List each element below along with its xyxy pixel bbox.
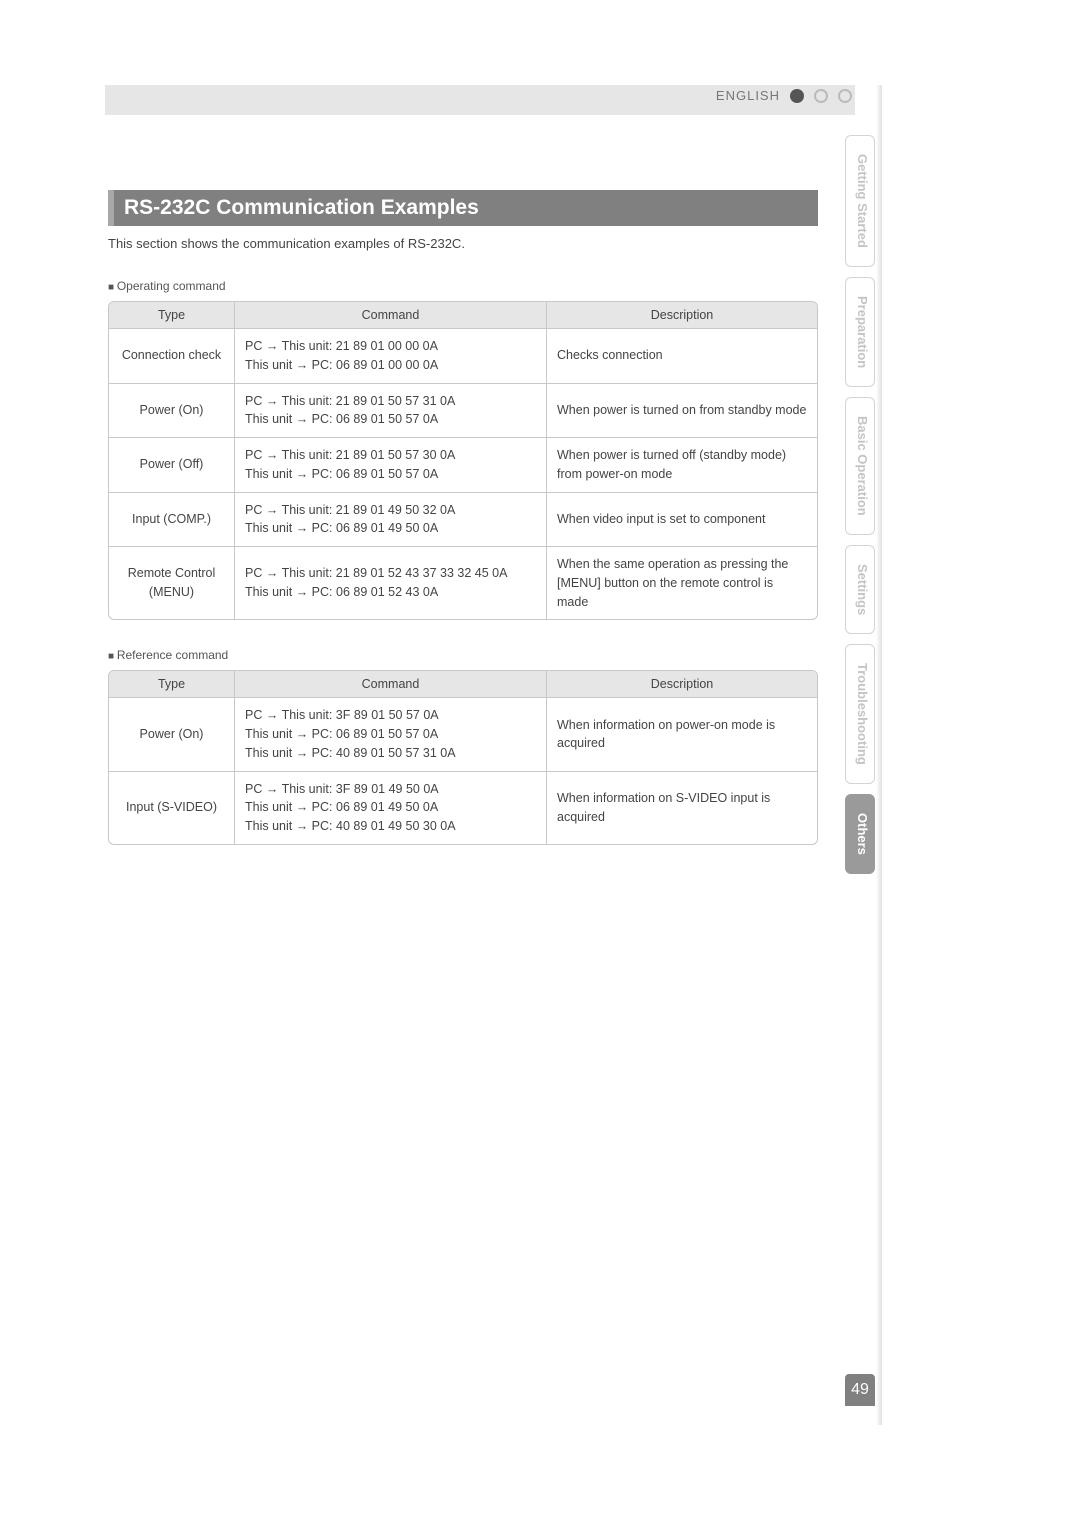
- cmd-line: PC → This unit: 21 89 01 49 50 32 0A: [245, 501, 536, 520]
- tab-getting-started[interactable]: Getting Started: [845, 135, 875, 267]
- cmd-line: This unit → PC: 06 89 01 49 50 0A: [245, 798, 536, 817]
- reference-table: Type Command Description Power (On) PC →…: [108, 670, 818, 845]
- cmd-line: PC → This unit: 21 89 01 50 57 31 0A: [245, 392, 536, 411]
- table-row: Remote Control (MENU) PC → This unit: 21…: [109, 546, 817, 619]
- cmd-line: This unit → PC: 40 89 01 49 50 30 0A: [245, 817, 536, 836]
- table-row: Input (COMP.) PC → This unit: 21 89 01 4…: [109, 492, 817, 547]
- cell-command: PC → This unit: 21 89 01 00 00 0A This u…: [234, 329, 546, 383]
- page-shadow: [876, 85, 882, 1425]
- lang-dot-active-icon: [790, 89, 804, 103]
- cmd-line: This unit → PC: 06 89 01 49 50 0A: [245, 519, 536, 538]
- tab-others[interactable]: Others: [845, 794, 875, 874]
- cell-type: Power (On): [109, 698, 234, 770]
- page-number: 49: [845, 1374, 875, 1406]
- cmd-line: PC → This unit: 21 89 01 52 43 37 33 32 …: [245, 564, 536, 583]
- cmd-line: This unit → PC: 06 89 01 52 43 0A: [245, 583, 536, 602]
- cell-command: PC → This unit: 21 89 01 50 57 30 0A Thi…: [234, 437, 546, 492]
- cmd-line: This unit → PC: 06 89 01 50 57 0A: [245, 725, 536, 744]
- reference-heading: Reference command: [108, 648, 818, 662]
- cmd-line: This unit → PC: 06 89 01 50 57 0A: [245, 410, 536, 429]
- cell-type: Power (On): [109, 383, 234, 438]
- main-content: RS-232C Communication Examples This sect…: [108, 190, 818, 873]
- cell-type: Input (S-VIDEO): [109, 771, 234, 844]
- tab-settings[interactable]: Settings: [845, 545, 875, 634]
- cmd-line: This unit → PC: 06 89 01 50 57 0A: [245, 465, 536, 484]
- cell-command: PC → This unit: 21 89 01 50 57 31 0A Thi…: [234, 383, 546, 438]
- cell-type: Connection check: [109, 329, 234, 383]
- cmd-line: PC → This unit: 3F 89 01 49 50 0A: [245, 780, 536, 799]
- cell-command: PC → This unit: 3F 89 01 49 50 0A This u…: [234, 771, 546, 844]
- cell-description: When video input is set to component: [546, 492, 817, 547]
- language-label: ENGLISH: [716, 88, 780, 103]
- col-header-command: Command: [234, 671, 546, 698]
- cell-description: When information on power-on mode is acq…: [546, 698, 817, 770]
- col-header-description: Description: [546, 302, 817, 329]
- cell-description: When information on S-VIDEO input is acq…: [546, 771, 817, 844]
- table-row: Connection check PC → This unit: 21 89 0…: [109, 329, 817, 383]
- col-header-description: Description: [546, 671, 817, 698]
- table-row: Power (Off) PC → This unit: 21 89 01 50 …: [109, 437, 817, 492]
- cell-command: PC → This unit: 21 89 01 49 50 32 0A Thi…: [234, 492, 546, 547]
- col-header-type: Type: [109, 302, 234, 329]
- operating-table: Type Command Description Connection chec…: [108, 301, 818, 620]
- language-row: ENGLISH: [716, 88, 852, 103]
- cell-command: PC → This unit: 3F 89 01 50 57 0A This u…: [234, 698, 546, 770]
- cmd-line: PC → This unit: 21 89 01 50 57 30 0A: [245, 446, 536, 465]
- lang-dot-icon: [838, 89, 852, 103]
- lang-dot-icon: [814, 89, 828, 103]
- tab-troubleshooting[interactable]: Troubleshooting: [845, 644, 875, 784]
- operating-heading: Operating command: [108, 279, 818, 293]
- col-header-command: Command: [234, 302, 546, 329]
- col-header-type: Type: [109, 671, 234, 698]
- cell-description: When power is turned on from standby mod…: [546, 383, 817, 438]
- cell-type: Power (Off): [109, 437, 234, 492]
- cell-type: Remote Control (MENU): [109, 546, 234, 619]
- cell-description: When power is turned off (standby mode) …: [546, 437, 817, 492]
- cell-type: Input (COMP.): [109, 492, 234, 547]
- cmd-line: PC → This unit: 21 89 01 00 00 0A: [245, 337, 536, 356]
- table-row: Power (On) PC → This unit: 21 89 01 50 5…: [109, 383, 817, 438]
- section-title: RS-232C Communication Examples: [108, 190, 818, 226]
- table-row: Power (On) PC → This unit: 3F 89 01 50 5…: [109, 698, 817, 770]
- tab-basic-operation[interactable]: Basic Operation: [845, 397, 875, 535]
- table-row: Input (S-VIDEO) PC → This unit: 3F 89 01…: [109, 771, 817, 844]
- cmd-line: This unit → PC: 06 89 01 00 00 0A: [245, 356, 536, 375]
- cell-description: When the same operation as pressing the …: [546, 546, 817, 619]
- tab-preparation[interactable]: Preparation: [845, 277, 875, 387]
- cell-command: PC → This unit: 21 89 01 52 43 37 33 32 …: [234, 546, 546, 619]
- cmd-line: This unit → PC: 40 89 01 50 57 31 0A: [245, 744, 536, 763]
- cell-description: Checks connection: [546, 329, 817, 383]
- side-tabs: Getting Started Preparation Basic Operat…: [845, 135, 875, 874]
- cmd-line: PC → This unit: 3F 89 01 50 57 0A: [245, 706, 536, 725]
- section-intro: This section shows the communication exa…: [108, 236, 818, 251]
